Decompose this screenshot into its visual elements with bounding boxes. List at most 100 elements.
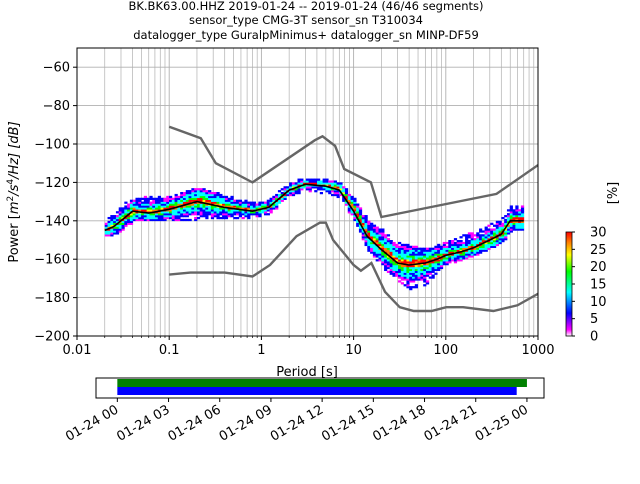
heatmap-cell: [129, 203, 134, 206]
heatmap-cell: [252, 201, 256, 204]
heatmap-cell: [261, 209, 265, 212]
heatmap-cell: [110, 232, 114, 235]
heatmap-cell: [205, 205, 209, 208]
heatmap-cell: [177, 213, 181, 216]
heatmap-cell: [350, 199, 354, 202]
heatmap-cell: [194, 193, 198, 197]
heatmap-cell: [453, 241, 458, 245]
heatmap-cell: [146, 213, 150, 216]
heatmap-cell: [202, 215, 206, 218]
heatmap-cell: [375, 234, 379, 237]
heatmap-cell: [168, 197, 173, 200]
heatmap-cell: [247, 203, 251, 206]
heatmap-cell: [364, 230, 368, 233]
heatmap-cell: [339, 188, 343, 191]
timeline-bar-data: [117, 387, 517, 395]
heatmap-cell: [272, 195, 276, 199]
heatmap-cell: [398, 270, 402, 273]
heatmap-cell: [414, 253, 418, 256]
heatmap-cell: [367, 245, 371, 248]
mode-curve: [104, 183, 524, 266]
heatmap-cell: [403, 274, 407, 277]
heatmap-cell: [155, 205, 159, 208]
heatmap-cell: [188, 190, 192, 193]
heatmap-cell: [286, 186, 290, 189]
heatmap-cell: [328, 184, 332, 187]
heatmap-cell: [470, 245, 474, 248]
heatmap-cell: [132, 215, 136, 218]
heatmap-cell: [350, 197, 354, 200]
heatmap-cell: [367, 247, 371, 250]
heatmap-cell: [194, 205, 198, 208]
heatmap-cell: [498, 226, 502, 229]
heatmap-cell: [439, 257, 444, 260]
heatmap-cell: [180, 192, 184, 195]
heatmap-cell: [459, 257, 463, 260]
heatmap-cell: [423, 266, 427, 270]
heatmap-cell: [484, 243, 488, 247]
heatmap-cell: [347, 211, 351, 214]
heatmap-cell: [129, 207, 134, 210]
heatmap-cell: [428, 266, 432, 270]
heatmap-cell: [121, 209, 125, 212]
heatmap-cell: [389, 251, 393, 254]
heatmap-cell: [361, 234, 365, 237]
heatmap-cell: [398, 276, 402, 279]
heatmap-cell: [420, 259, 424, 262]
heatmap-cell: [171, 209, 175, 212]
heatmap-cell: [185, 195, 189, 199]
heatmap-cell: [411, 276, 416, 279]
heatmap-cell: [417, 251, 421, 254]
heatmap-cell: [445, 251, 449, 254]
heatmap-cell: [222, 197, 226, 200]
heatmap-cell: [453, 261, 458, 264]
heatmap-cell: [501, 224, 505, 227]
heatmap-cell: [495, 228, 499, 231]
heatmap-cell: [506, 213, 511, 216]
heatmap-cell: [107, 226, 111, 229]
heatmap-cell: [456, 255, 460, 258]
heatmap-cell: [451, 245, 455, 248]
heatmap-cell: [143, 207, 148, 210]
heatmap-cell: [372, 234, 377, 237]
heatmap-cell: [400, 259, 405, 262]
heatmap-cell: [196, 216, 201, 220]
heatmap-cell: [515, 228, 519, 231]
heatmap-cell: [459, 249, 463, 252]
heatmap-cell: [386, 234, 391, 237]
heatmap-cell: [191, 211, 195, 214]
heatmap-cell: [428, 276, 432, 279]
heatmap-cell: [163, 211, 167, 214]
heatmap-cell: [372, 224, 377, 227]
heatmap-cell: [367, 240, 371, 243]
heatmap-cell: [389, 241, 393, 245]
heatmap-cell: [286, 188, 290, 191]
heatmap-cell: [210, 201, 215, 204]
heatmap-cell: [238, 215, 243, 218]
heatmap-cell: [398, 268, 402, 272]
heatmap-cell: [317, 188, 321, 191]
heatmap-cell: [157, 195, 162, 199]
heatmap-cell: [495, 243, 499, 247]
heatmap-cell: [356, 213, 360, 216]
heatmap-cell: [381, 232, 385, 235]
heatmap-cell: [188, 207, 192, 210]
heatmap-cell: [224, 213, 229, 216]
heatmap-cell: [420, 276, 424, 279]
heatmap-cell: [168, 211, 173, 214]
heatmap-cell: [149, 209, 153, 212]
heatmap-cell: [451, 257, 455, 260]
heatmap-cell: [129, 216, 134, 220]
heatmap-cell: [428, 259, 432, 262]
heatmap-cell: [227, 215, 231, 218]
heatmap-cell: [420, 257, 424, 260]
heatmap-cell: [411, 278, 416, 281]
heatmap-cell: [124, 207, 128, 210]
heatmap-cell: [188, 211, 192, 214]
heatmap-cell: [495, 236, 499, 239]
heatmap-cell: [289, 182, 293, 185]
heatmap-cell: [434, 264, 438, 268]
heatmap-cell: [238, 209, 243, 212]
heatmap-cell: [409, 276, 413, 279]
heatmap-cell: [512, 215, 516, 218]
